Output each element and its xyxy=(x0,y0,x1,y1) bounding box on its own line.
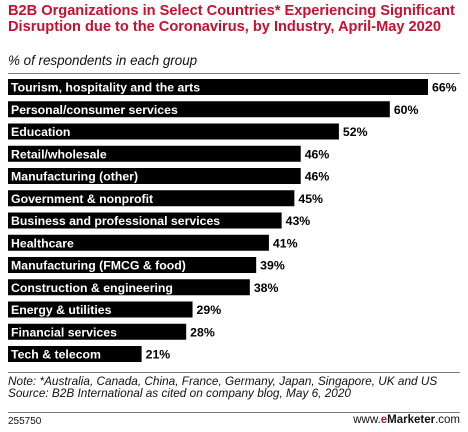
bar xyxy=(8,323,187,340)
value-label: 60% xyxy=(394,103,419,117)
category-label: Retail/wholesale xyxy=(11,147,107,161)
category-label: Construction & engineering xyxy=(11,281,173,295)
category-label: Tech & telecom xyxy=(11,348,101,362)
bar xyxy=(8,101,390,118)
value-label: 38% xyxy=(254,281,279,295)
footer-divider xyxy=(8,412,460,413)
bar xyxy=(8,123,339,140)
note-text: Note: *Australia, Canada, China, France,… xyxy=(8,374,438,388)
top-divider xyxy=(8,73,460,74)
category-label: Manufacturing (FMCG & food) xyxy=(11,259,186,273)
value-label: 52% xyxy=(343,125,368,139)
category-label: Government & nonprofit xyxy=(11,192,153,206)
value-label: 66% xyxy=(432,81,457,95)
bar xyxy=(8,212,282,229)
brand-domain: .com xyxy=(435,414,460,426)
chart-subtitle: % of respondents in each group xyxy=(8,53,198,68)
value-label: 28% xyxy=(190,325,215,339)
brand-site: www. xyxy=(353,414,381,426)
bar xyxy=(8,168,301,184)
value-label: 29% xyxy=(197,303,222,317)
bar xyxy=(8,301,193,318)
chart-title: B2B Organizations in Select Countries* E… xyxy=(8,3,455,35)
value-label: 43% xyxy=(286,214,311,228)
category-label: Tourism, hospitality and the arts xyxy=(11,81,200,95)
category-label: Business and professional services xyxy=(11,214,220,228)
value-label: 46% xyxy=(305,170,330,184)
bar xyxy=(8,79,428,95)
value-label: 39% xyxy=(260,259,285,273)
brand-rest: Marketer xyxy=(387,414,436,426)
category-label: Education xyxy=(11,125,70,139)
bar xyxy=(8,257,257,273)
brand-e: e xyxy=(380,414,388,426)
chart-id: 255750 xyxy=(8,416,42,427)
category-label: Personal/consumer services xyxy=(11,103,178,117)
value-label: 46% xyxy=(305,147,330,161)
bar-chart: Tourism, hospitality and the arts 66% Pers… xyxy=(8,79,457,362)
note-divider xyxy=(8,372,460,373)
bar xyxy=(8,145,301,162)
category-label: Healthcare xyxy=(11,236,74,250)
value-label: 21% xyxy=(146,348,171,362)
value-label: 41% xyxy=(273,236,298,250)
value-label: 45% xyxy=(298,192,323,206)
category-label: Energy & utilities xyxy=(11,303,112,317)
bar xyxy=(8,190,295,207)
source-text: Source: B2B International as cited on co… xyxy=(8,386,351,401)
category-label: Financial services xyxy=(11,325,117,339)
bar xyxy=(8,234,269,251)
bar xyxy=(8,279,250,296)
chart-note: Note: *Australia, Canada, China, France,… xyxy=(8,374,460,401)
bar xyxy=(8,346,142,362)
category-label: Manufacturing (other) xyxy=(11,170,138,184)
emarketer-logo: www.eMarketer.com xyxy=(353,414,460,426)
